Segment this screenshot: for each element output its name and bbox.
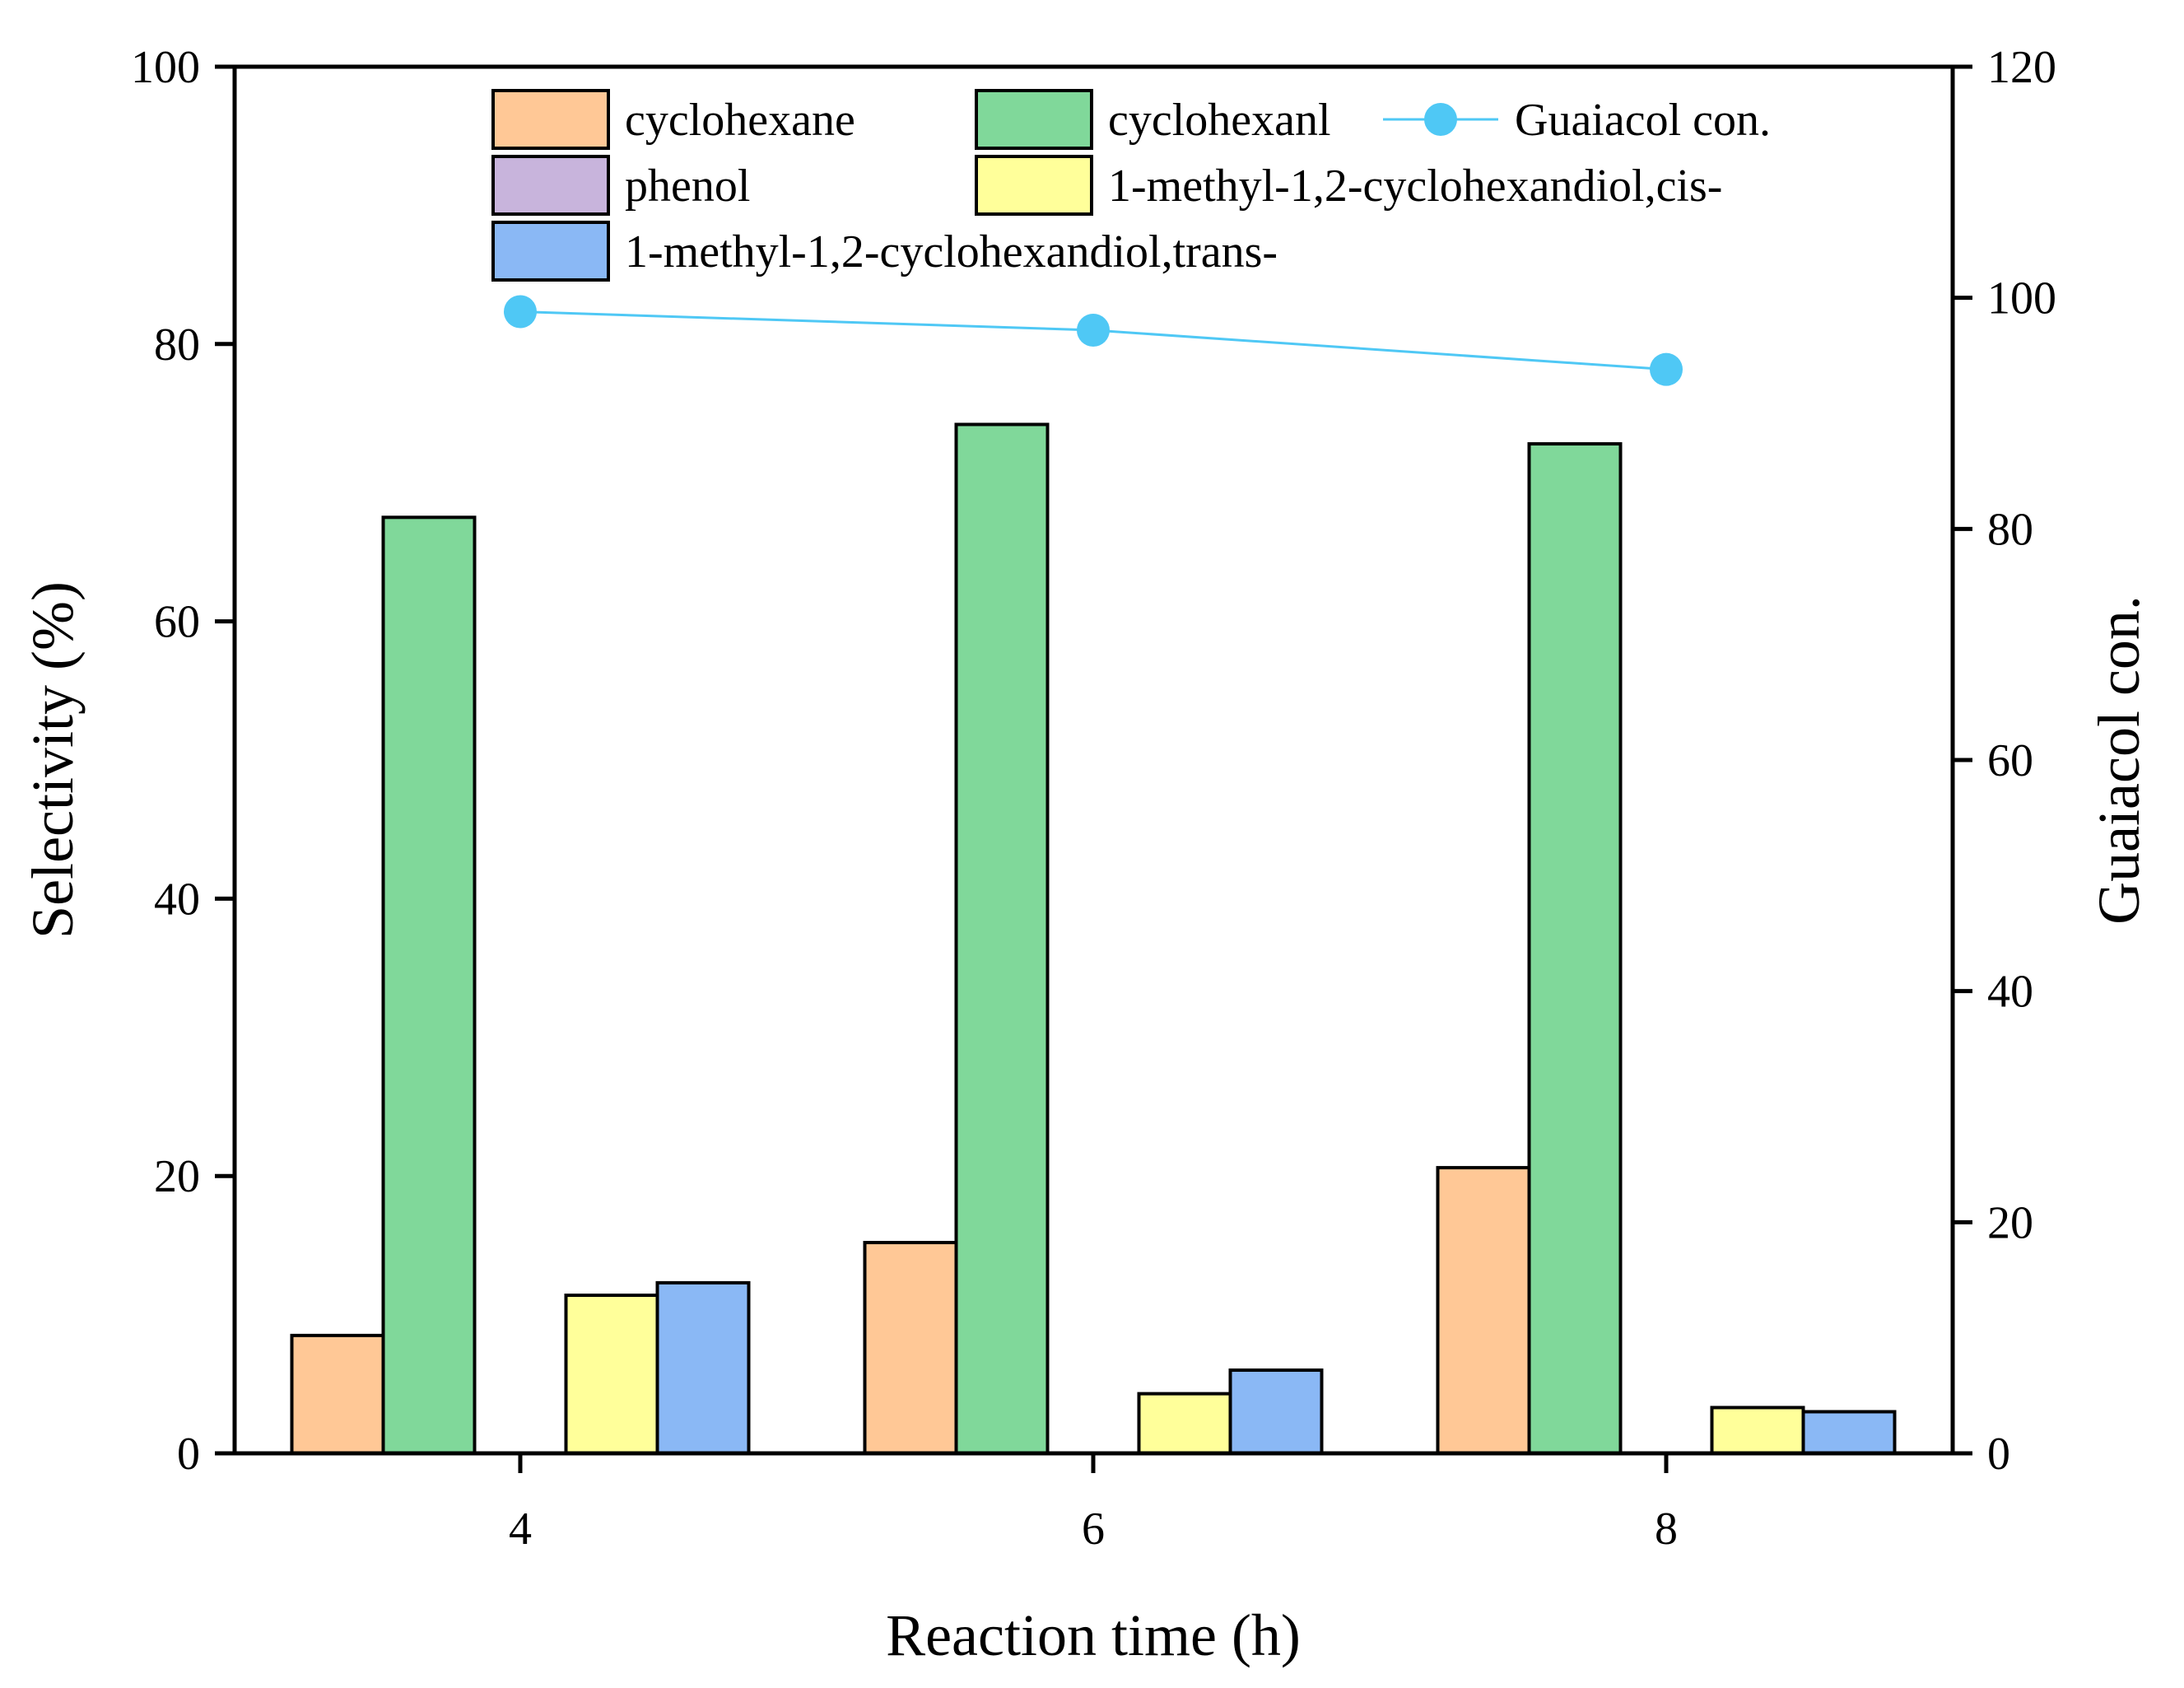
legend-label-Guaiacol con.: Guaiacol con. xyxy=(1515,95,1771,146)
legend-label-1-methyl-1,2-cyclohexandiol,trans-: 1-methyl-1,2-cyclohexandiol,trans- xyxy=(625,226,1278,277)
legend-label-1-methyl-1,2-cyclohexandiol,cis-: 1-methyl-1,2-cyclohexandiol,cis- xyxy=(1108,161,1722,212)
y-tick-label-20: 20 xyxy=(154,1151,200,1202)
bar-1-methyl-1,2-cyclohexandiol,trans--6 xyxy=(1228,1368,1324,1455)
legend-label-cyclohexane: cyclohexane xyxy=(625,95,855,146)
conversion-point-4 xyxy=(504,295,537,329)
conversion-point-6 xyxy=(1077,313,1110,347)
legend: cyclohexane cyclohexanl Guaiacol con. pheno… xyxy=(491,89,1771,282)
y2-tick-label-120: 120 xyxy=(1987,42,2056,93)
bars-layer xyxy=(290,422,1897,1456)
bar-1-methyl-1,2-cyclohexandiol,cis--6 xyxy=(1137,1392,1232,1456)
y2-tick-label-0: 0 xyxy=(1987,1429,2010,1480)
bar-1-methyl-1,2-cyclohexandiol,trans--8 xyxy=(1801,1410,1897,1455)
y2-tick-label-80: 80 xyxy=(1987,504,2033,555)
bar-cyclohexane-6 xyxy=(863,1241,958,1455)
legend-swatch-1-methyl-1,2-cyclohexandiol,cis- xyxy=(975,155,1093,216)
bar-cyclohexane-8 xyxy=(1436,1166,1531,1455)
conversion-line-layer xyxy=(504,295,1683,386)
bar-cyclohexanl-8 xyxy=(1527,442,1623,1455)
bar-1-methyl-1,2-cyclohexandiol,trans--4 xyxy=(655,1280,751,1456)
y-tick-label-100: 100 xyxy=(131,42,200,93)
legend-swatch-cyclohexane xyxy=(491,89,610,150)
legend-label-cyclohexanl: cyclohexanl xyxy=(1108,95,1331,146)
y2-tick-label-100: 100 xyxy=(1987,273,2056,324)
y-tick-label-60: 60 xyxy=(154,597,200,648)
y2-tick-label-60: 60 xyxy=(1987,735,2033,786)
ticks-layer: 0 20 40 60 80 100 0 20 40 60 80 100 120 4 6 8 xyxy=(131,42,2056,1555)
y-tick-label-0: 0 xyxy=(177,1429,200,1480)
y2-tick-label-20: 20 xyxy=(1987,1197,2033,1248)
legend-swatch-cyclohexanl xyxy=(975,89,1093,150)
conversion-point-8 xyxy=(1650,352,1683,386)
bar-cyclohexane-4 xyxy=(290,1333,385,1455)
legend-marker-Guaiacol con. xyxy=(1424,103,1457,136)
legend-swatch-phenol xyxy=(491,155,610,216)
y2-tick-label-40: 40 xyxy=(1987,967,2033,1018)
bar-cyclohexanl-4 xyxy=(381,515,477,1455)
y-tick-label-80: 80 xyxy=(154,319,200,371)
bar-cyclohexanl-6 xyxy=(954,422,1050,1455)
y2-axis-title: Guaiacol con. xyxy=(2086,595,2152,925)
bar-1-methyl-1,2-cyclohexandiol,cis--4 xyxy=(564,1294,659,1456)
bar-1-methyl-1,2-cyclohexandiol,cis--8 xyxy=(1710,1406,1805,1455)
y-tick-label-40: 40 xyxy=(154,874,200,925)
y-axis-title: Selectivity (%) xyxy=(20,581,86,939)
x-tick-label-8: 8 xyxy=(1655,1504,1678,1555)
x-axis-title: Reaction time (h) xyxy=(886,1602,1301,1668)
x-tick-label-6: 6 xyxy=(1082,1504,1105,1555)
x-tick-label-4: 4 xyxy=(509,1504,532,1555)
legend-label-phenol: phenol xyxy=(625,161,750,212)
legend-swatch-1-methyl-1,2-cyclohexandiol,trans- xyxy=(491,221,610,282)
